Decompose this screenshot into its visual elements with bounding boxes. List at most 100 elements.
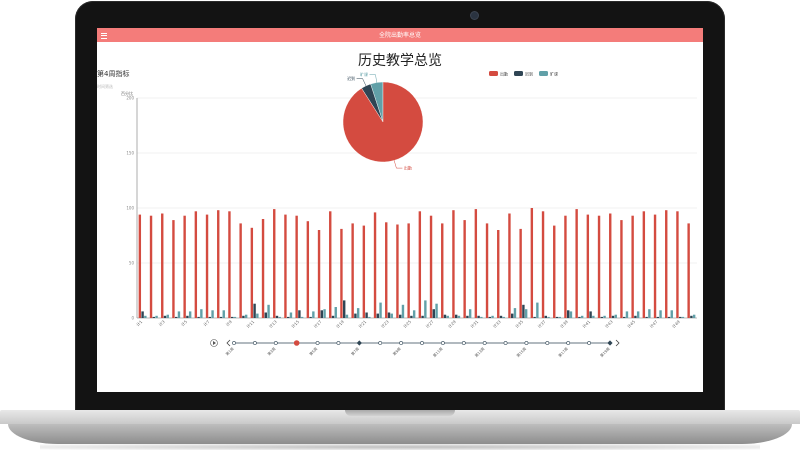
bar-absent[interactable] xyxy=(480,316,483,318)
bar-attendance[interactable] xyxy=(239,223,242,318)
bar-late[interactable] xyxy=(600,316,603,318)
bar-absent[interactable] xyxy=(188,311,192,318)
bar-late[interactable] xyxy=(253,303,256,318)
bar-late[interactable] xyxy=(567,310,570,318)
bar-late[interactable] xyxy=(354,313,357,318)
bar-attendance[interactable] xyxy=(306,221,310,318)
legend-swatch[interactable] xyxy=(514,71,523,76)
bar-absent[interactable] xyxy=(491,315,494,318)
timeline-point[interactable] xyxy=(399,341,404,345)
timeline-point[interactable] xyxy=(252,341,257,345)
bar-absent[interactable] xyxy=(513,308,517,318)
bar-attendance[interactable] xyxy=(407,223,410,318)
pie-slice-attendance[interactable] xyxy=(342,81,424,163)
bar-attendance[interactable] xyxy=(138,214,142,318)
bar-attendance[interactable] xyxy=(172,220,175,318)
bar-absent[interactable] xyxy=(200,309,203,318)
bar-attendance[interactable] xyxy=(273,209,276,318)
bar-absent[interactable] xyxy=(244,314,248,318)
bar-late[interactable] xyxy=(163,315,167,318)
bar-late[interactable] xyxy=(320,310,323,318)
bar-absent[interactable] xyxy=(401,304,405,318)
bar-attendance[interactable] xyxy=(228,211,231,318)
bar-attendance[interactable] xyxy=(530,208,534,318)
bar-late[interactable] xyxy=(141,311,144,318)
bar-attendance[interactable] xyxy=(429,215,433,318)
bar-late[interactable] xyxy=(242,315,245,318)
timeline-point[interactable] xyxy=(378,341,383,345)
bar-late[interactable] xyxy=(331,315,335,318)
bar-attendance[interactable] xyxy=(261,219,265,318)
bar-attendance[interactable] xyxy=(485,223,489,318)
bar-late[interactable] xyxy=(309,316,312,318)
bar-absent[interactable] xyxy=(155,315,158,318)
bar-absent[interactable] xyxy=(312,311,315,318)
bar-late[interactable] xyxy=(455,314,458,318)
bar-absent[interactable] xyxy=(524,309,528,318)
bar-absent[interactable] xyxy=(379,302,382,318)
bar-late[interactable] xyxy=(555,316,559,318)
bar-late[interactable] xyxy=(275,315,279,318)
bar-late[interactable] xyxy=(298,310,301,318)
timeline-point[interactable] xyxy=(315,341,320,345)
bar-attendance[interactable] xyxy=(497,230,500,318)
bar-absent[interactable] xyxy=(569,311,573,318)
bar-absent[interactable] xyxy=(636,311,640,318)
bar-late[interactable] xyxy=(544,315,547,318)
bar-late[interactable] xyxy=(522,304,525,318)
bar-absent[interactable] xyxy=(547,316,550,318)
bar-attendance[interactable] xyxy=(441,223,444,318)
timeline-point[interactable] xyxy=(440,341,445,345)
bar-absent[interactable] xyxy=(334,307,337,318)
bar-absent[interactable] xyxy=(166,314,169,318)
bar-attendance[interactable] xyxy=(194,211,198,318)
bar-absent[interactable] xyxy=(648,309,651,318)
bar-late[interactable] xyxy=(667,316,671,318)
bar-attendance[interactable] xyxy=(586,214,590,318)
bar-absent[interactable] xyxy=(222,310,225,318)
chevron-left-icon[interactable] xyxy=(226,339,231,347)
timeline-point[interactable] xyxy=(336,341,341,345)
bar-late[interactable] xyxy=(611,315,615,318)
bar-attendance[interactable] xyxy=(149,215,153,318)
bar-attendance[interactable] xyxy=(452,210,455,318)
bar-late[interactable] xyxy=(343,300,346,318)
play-icon[interactable] xyxy=(210,339,218,347)
bar-absent[interactable] xyxy=(233,316,237,318)
play-icon-glyph[interactable] xyxy=(213,341,216,345)
bar-late[interactable] xyxy=(634,315,637,318)
bar-absent[interactable] xyxy=(614,314,617,318)
chevron-right-icon[interactable] xyxy=(615,339,620,347)
bar-absent[interactable] xyxy=(345,314,349,318)
bar-attendance[interactable] xyxy=(564,215,567,318)
bar-attendance[interactable] xyxy=(609,213,612,319)
bar-late[interactable] xyxy=(679,316,682,318)
bar-attendance[interactable] xyxy=(575,209,578,318)
bar-absent[interactable] xyxy=(670,310,673,318)
timeline-point[interactable] xyxy=(607,340,613,346)
bar-absent[interactable] xyxy=(446,315,449,318)
bar-attendance[interactable] xyxy=(161,213,164,319)
bar-attendance[interactable] xyxy=(385,222,388,318)
legend-swatch[interactable] xyxy=(539,71,548,76)
bar-absent[interactable] xyxy=(211,310,214,318)
timeline-point[interactable] xyxy=(524,341,529,345)
bar-attendance[interactable] xyxy=(340,228,343,318)
bar-late[interactable] xyxy=(443,314,447,318)
bar-absent[interactable] xyxy=(144,315,147,318)
bar-late[interactable] xyxy=(511,313,514,318)
bar-late[interactable] xyxy=(690,315,693,318)
bar-attendance[interactable] xyxy=(284,214,287,318)
bar-late[interactable] xyxy=(410,315,413,318)
bar-late[interactable] xyxy=(208,316,211,318)
bar-late[interactable] xyxy=(466,315,469,318)
bar-late[interactable] xyxy=(578,316,581,318)
bar-absent[interactable] xyxy=(625,311,629,318)
bar-attendance[interactable] xyxy=(519,228,522,318)
bar-absent[interactable] xyxy=(692,314,696,318)
timeline-point[interactable] xyxy=(587,341,592,345)
bar-late[interactable] xyxy=(421,315,424,318)
timeline-point[interactable] xyxy=(545,341,550,345)
bar-attendance[interactable] xyxy=(351,223,354,318)
bar-absent[interactable] xyxy=(558,316,561,318)
